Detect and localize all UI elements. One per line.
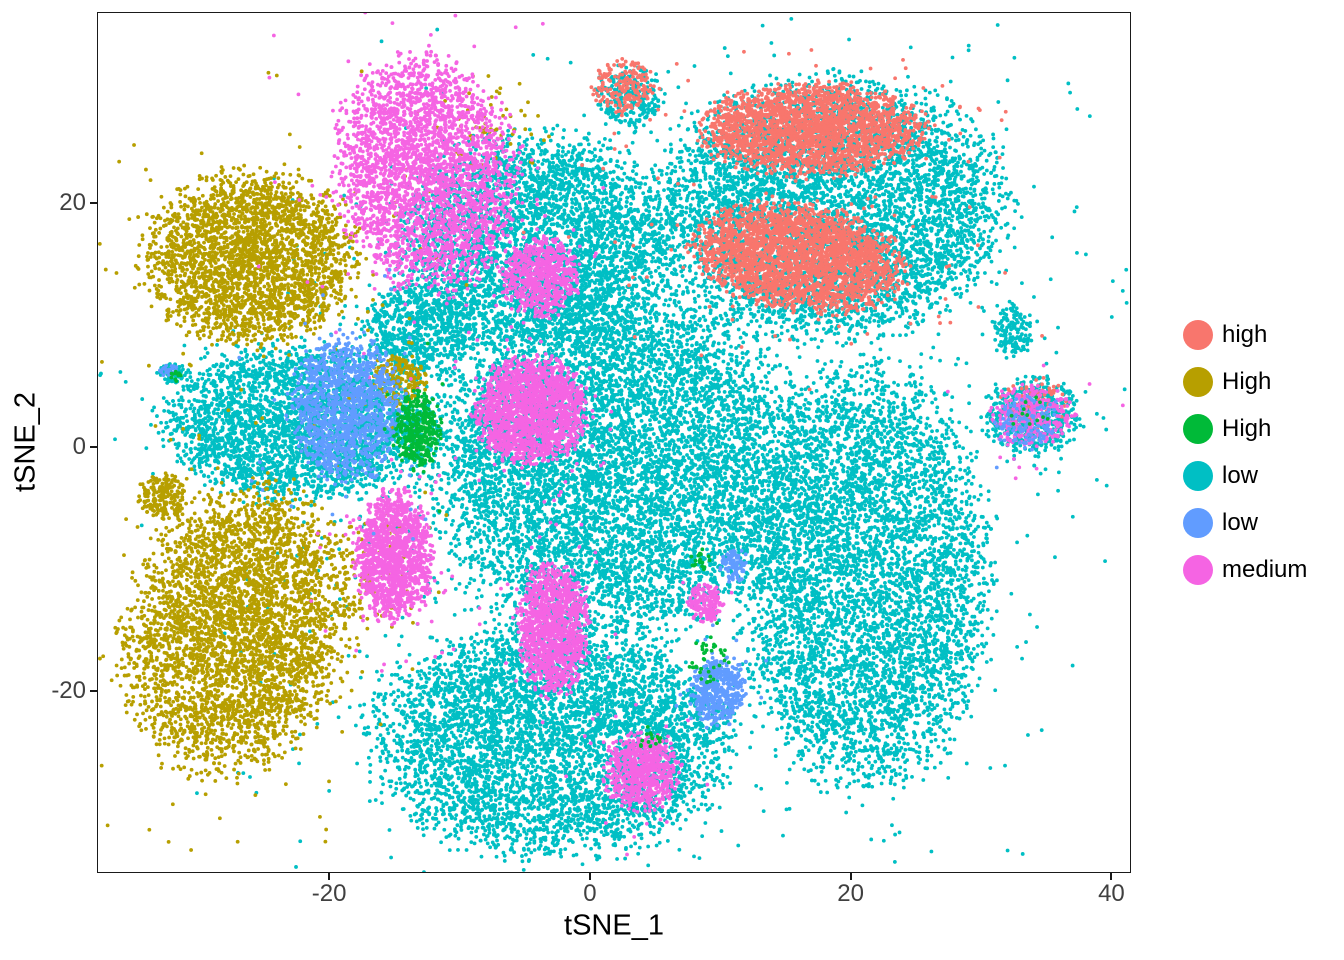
y-tick-label: 0: [72, 432, 86, 460]
legend-swatch: [1183, 319, 1213, 350]
legend-label: High: [1222, 367, 1272, 395]
legend-label: High: [1222, 414, 1272, 442]
legend-entry: medium: [1183, 546, 1307, 593]
plot-panel: [97, 12, 1131, 873]
x-tick-mark: [1110, 873, 1113, 880]
y-tick-mark: [90, 690, 97, 693]
x-tick-label: -20: [311, 880, 347, 907]
legend-entry: low: [1183, 499, 1307, 546]
x-axis-title: tSNE_1: [564, 909, 664, 942]
legend-entry: low: [1183, 452, 1307, 499]
x-tick-label: 0: [583, 880, 597, 907]
legend-entry: High: [1183, 358, 1307, 405]
legend-swatch: [1183, 507, 1213, 538]
legend-label: low: [1222, 508, 1259, 536]
x-tick-mark: [849, 873, 852, 880]
scatter-points-canvas: [97, 12, 1131, 873]
x-tick-mark: [328, 873, 331, 880]
legend-label: high: [1222, 320, 1268, 348]
legend-swatch: [1183, 554, 1213, 585]
y-tick-mark: [90, 201, 97, 204]
y-tick-mark: [90, 445, 97, 448]
x-tick-label: 20: [837, 880, 864, 907]
legend-label: low: [1222, 461, 1259, 489]
legend-swatch: [1183, 460, 1213, 491]
legend-swatch: [1183, 413, 1213, 444]
legend: high High High low low medium: [1183, 311, 1307, 593]
y-tick-label: -20: [51, 677, 86, 705]
legend-entry: high: [1183, 311, 1307, 358]
y-tick-label: 20: [59, 188, 86, 216]
x-tick-label: 40: [1098, 880, 1125, 907]
x-tick-mark: [588, 873, 591, 880]
legend-label: medium: [1222, 555, 1308, 583]
y-axis-title: tSNE_2: [9, 392, 42, 492]
legend-swatch: [1183, 366, 1213, 397]
legend-entry: High: [1183, 405, 1307, 452]
